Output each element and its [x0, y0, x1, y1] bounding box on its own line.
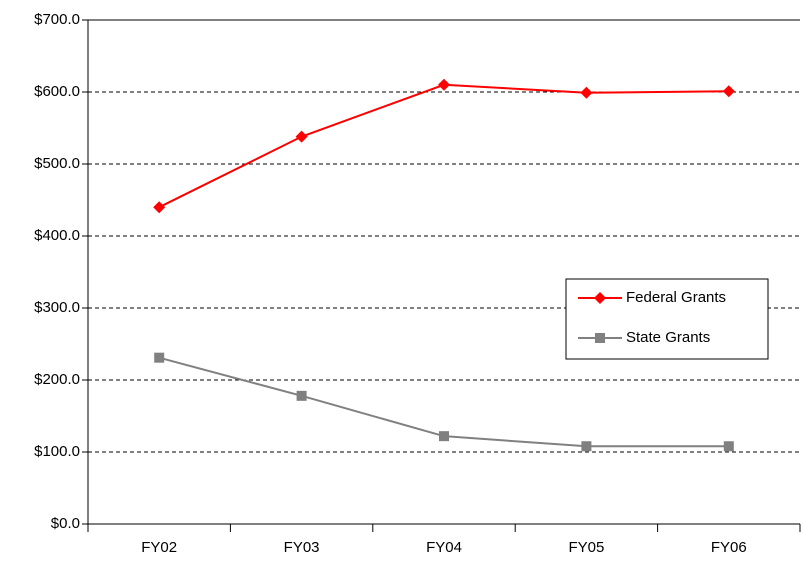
- marker: [722, 85, 735, 98]
- marker: [580, 86, 593, 99]
- legend-label: Federal Grants: [626, 289, 726, 306]
- x-tick-label: FY06: [711, 539, 747, 556]
- legend-label: State Grants: [626, 329, 710, 346]
- x-tick-label: FY02: [141, 539, 177, 556]
- y-tick-label: $300.0: [34, 299, 80, 316]
- marker: [723, 441, 734, 452]
- marker: [296, 390, 307, 401]
- y-tick-label: $100.0: [34, 443, 80, 460]
- marker: [295, 130, 308, 143]
- x-tick-label: FY05: [568, 539, 604, 556]
- y-tick-label: $700.0: [34, 11, 80, 28]
- y-tick-label: $500.0: [34, 155, 80, 172]
- series-line: [158, 83, 729, 209]
- y-tick-label: $600.0: [34, 83, 80, 100]
- marker: [154, 352, 165, 363]
- x-tick-label: FY03: [284, 539, 320, 556]
- marker: [439, 431, 449, 442]
- y-tick-label: $200.0: [34, 371, 80, 388]
- x-tick-label: FY04: [426, 539, 462, 556]
- marker: [153, 201, 166, 214]
- marker: [594, 292, 606, 304]
- marker: [438, 78, 450, 91]
- marker: [595, 333, 605, 343]
- y-tick-label: $400.0: [34, 227, 80, 244]
- marker: [581, 441, 592, 452]
- y-tick-label: $0.0: [51, 515, 80, 532]
